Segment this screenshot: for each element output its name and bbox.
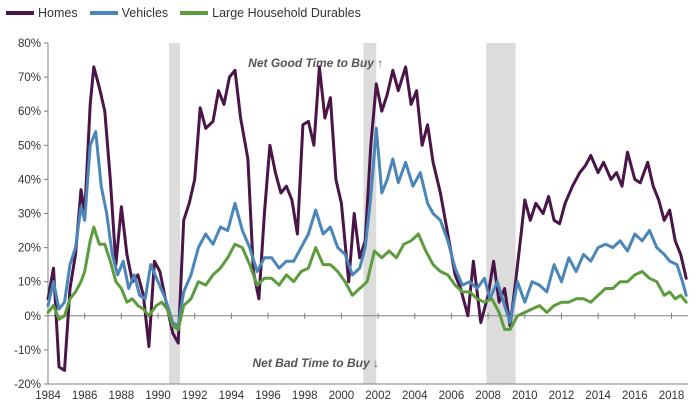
y-tick-label: 70% <box>18 72 41 84</box>
y-tick-label: 20% <box>18 243 41 255</box>
x-tick-label: 1998 <box>292 390 318 402</box>
annotations: Net Good Time to Buy ↑ Net Bad Time to Bu… <box>248 56 383 370</box>
legend: Homes Vehicles Large Household Durables <box>6 4 373 22</box>
y-tick-label: 10% <box>18 277 41 289</box>
recession-band-0 <box>169 43 181 384</box>
x-tick-label: 1994 <box>219 390 245 402</box>
recession-band-2 <box>486 43 516 384</box>
x-tick-label: 2008 <box>475 390 501 402</box>
legend-item-homes: Homes <box>6 6 78 20</box>
x-tick-label: 2016 <box>622 390 648 402</box>
series-line-2 <box>46 225 688 331</box>
series-line-0 <box>46 65 688 372</box>
series-lines <box>46 65 688 372</box>
legend-item-vehicles: Vehicles <box>89 6 169 20</box>
x-tick-label: 1990 <box>145 390 171 402</box>
y-tick-label: 30% <box>18 209 41 221</box>
x-tick-label: 1996 <box>255 390 281 402</box>
legend-swatch-vehicles <box>89 11 118 15</box>
y-tick-label: 0% <box>24 311 41 323</box>
legend-item-durables: Large Household Durables <box>180 6 361 20</box>
x-tick-label: 1988 <box>109 390 135 402</box>
series-line-1 <box>46 126 688 328</box>
legend-swatch-durables <box>180 11 209 15</box>
x-tick-label: 2002 <box>365 390 391 402</box>
annotation-1: Net Bad Time to Buy ↓ <box>253 356 379 370</box>
x-tick-label: 1984 <box>35 390 61 402</box>
x-tick-label: 1992 <box>182 390 208 402</box>
legend-swatch-homes <box>6 11 34 15</box>
y-tick-label: -20% <box>14 379 41 391</box>
x-tick-label: 2018 <box>659 390 685 402</box>
axes: -20% -10% 0% 10% 20% 30% 40% 50% 60% 70% 80% 1984 19… <box>14 38 688 402</box>
y-tick-label: 60% <box>18 106 41 118</box>
y-tick-label: -10% <box>14 345 41 357</box>
x-tick-label: 1986 <box>72 390 98 402</box>
annotation-0: Net Good Time to Buy ↑ <box>248 56 383 70</box>
y-tick-label: 80% <box>18 38 41 50</box>
x-tick-label: 2010 <box>512 390 538 402</box>
x-tick-label: 2012 <box>549 390 575 402</box>
legend-label-vehicles: Vehicles <box>121 6 169 20</box>
y-tick-label: 40% <box>18 174 41 186</box>
x-tick-label: 2000 <box>329 390 355 402</box>
legend-label-homes: Homes <box>38 6 78 20</box>
legend-label-durables: Large Household Durables <box>212 6 361 20</box>
y-tick-label: 50% <box>18 140 41 152</box>
x-tick-label: 2006 <box>439 390 465 402</box>
x-tick-label: 2004 <box>402 390 428 402</box>
x-tick-label: 2014 <box>585 390 611 402</box>
